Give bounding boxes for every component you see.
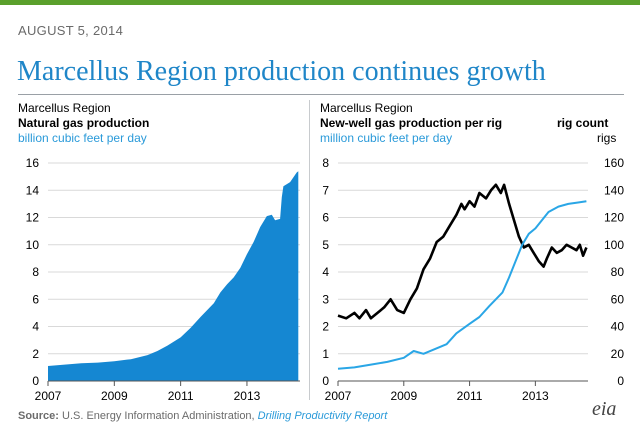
- source-report-link[interactable]: Drilling Productivity Report: [257, 410, 388, 422]
- y-tick-label-p1-3: 3: [322, 292, 329, 306]
- source-label: Source:: [18, 410, 59, 422]
- left-chart-title: Natural gas production: [18, 116, 150, 130]
- left-chart-region: Marcellus Region: [18, 101, 111, 115]
- y-tick-label-p1-4: 4: [322, 265, 329, 279]
- y2-tick-label-p1-5: 100: [604, 238, 624, 252]
- top-accent-bar: [0, 0, 640, 5]
- y-tick-label-p1-0: 0: [322, 374, 329, 388]
- y-tick-label-p1-8: 8: [322, 156, 329, 170]
- y-tick-label-p0-8: 16: [26, 156, 40, 170]
- rig-count-line: [337, 200, 587, 370]
- y-tick-label-p1-2: 2: [322, 320, 329, 334]
- y2-tick-label-p1-3: 60: [611, 292, 625, 306]
- right-chart-unit: million cubic feet per day: [320, 131, 453, 145]
- x-tick-label-p0-3: 2013: [234, 389, 261, 403]
- x-tick-label-p1-1: 2009: [390, 389, 417, 403]
- left-chart-unit: billion cubic feet per day: [18, 131, 147, 145]
- x-tick-label-p1-2: 2011: [457, 389, 483, 403]
- right-chart-region: Marcellus Region: [320, 101, 413, 115]
- y2-tick-label-p1-1: 20: [611, 347, 625, 361]
- y-tick-label-p0-7: 14: [26, 183, 40, 197]
- right-chart-y2-unit: rigs: [597, 131, 617, 145]
- y-tick-label-p0-5: 10: [26, 238, 40, 252]
- new-well-production-line: [337, 183, 588, 320]
- y-tick-label-p0-4: 8: [32, 265, 39, 279]
- y-tick-label-p1-6: 6: [322, 211, 329, 225]
- source-text: U.S. Energy Information Administration,: [58, 410, 258, 422]
- eia-logo: eia: [592, 398, 617, 420]
- source-note: Source: U.S. Energy Information Administ…: [18, 410, 387, 422]
- y-tick-label-p0-1: 2: [32, 347, 39, 361]
- y-tick-label-p0-6: 12: [26, 211, 40, 225]
- x-tick-label-p0-2: 2011: [168, 389, 194, 403]
- y2-tick-label-p1-0: 0: [617, 374, 624, 388]
- title-divider: [18, 94, 624, 95]
- x-tick-label-p0-1: 2009: [101, 389, 128, 403]
- right-chart-title: New-well gas production per rig: [320, 116, 503, 130]
- article-date: AUGUST 5, 2014: [18, 23, 124, 38]
- production-area: [48, 171, 299, 381]
- y-tick-label-p0-3: 6: [32, 292, 39, 306]
- right-chart-y2-title: rig count: [557, 116, 609, 130]
- y-tick-label-p0-0: 0: [32, 374, 39, 388]
- y2-tick-label-p1-7: 140: [604, 183, 624, 197]
- y-tick-label-p1-5: 5: [322, 238, 329, 252]
- x-tick-label-p1-3: 2013: [522, 389, 549, 403]
- panel-divider: [309, 100, 310, 400]
- y-tick-label-p1-1: 1: [322, 347, 329, 361]
- y2-tick-label-p1-8: 160: [604, 156, 624, 170]
- y2-tick-label-p1-4: 80: [611, 265, 625, 279]
- y-tick-label-p0-2: 4: [32, 320, 39, 334]
- x-tick-label-p0-0: 2007: [35, 389, 62, 403]
- y2-tick-label-p1-6: 120: [604, 211, 624, 225]
- y-tick-label-p1-7: 7: [322, 183, 329, 197]
- page-title: Marcellus Region production continues gr…: [17, 56, 546, 87]
- y2-tick-label-p1-2: 40: [611, 320, 625, 334]
- x-tick-label-p1-0: 2007: [325, 389, 352, 403]
